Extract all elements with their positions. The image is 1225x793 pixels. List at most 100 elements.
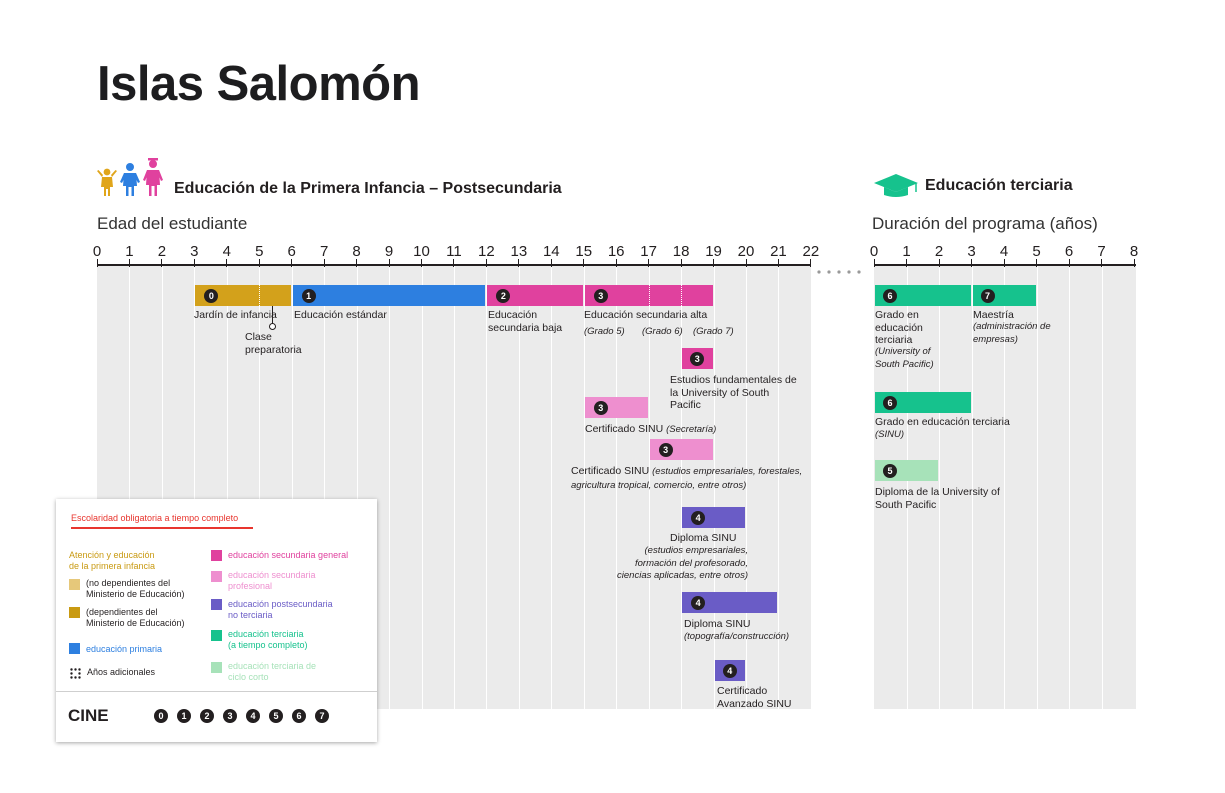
swatch-ecce-moe [69, 607, 80, 618]
legend-compulsory-line [71, 527, 253, 529]
legend-ecce-non-moe-2: Ministerio de Educación) [86, 589, 185, 599]
age-gridline [194, 266, 196, 709]
isced-level-badge: 6 [883, 288, 897, 303]
age-gridline [421, 266, 423, 709]
grade-6: (Grado 6) [642, 326, 683, 337]
duration-tick-mark [1133, 259, 1135, 267]
age-tick-mark [518, 259, 520, 267]
legend-ecce-moe-2: Ministerio de Educación) [86, 618, 185, 628]
cine-level-badge: 7 [315, 709, 329, 723]
note-maestria: (administración de empresas) [973, 321, 1051, 345]
legend-short-1: educación terciaria de [228, 661, 317, 671]
age-tick-mark [550, 259, 552, 267]
duration-tick-label: 3 [967, 243, 976, 260]
legend-ecce-title-2: de la primera infancia [69, 561, 156, 571]
isced-level-badge: 0 [204, 288, 219, 303]
cine-level-badge: 5 [269, 709, 283, 723]
tertiary-bar [875, 285, 971, 306]
duration-axis-line [874, 264, 1136, 266]
clase-connector-dot [269, 323, 276, 330]
duration-tick-label: 7 [1097, 243, 1106, 260]
age-tick-label: 12 [478, 243, 495, 260]
legend-ecce-moe-1: (dependientes del [86, 607, 158, 617]
swatch-general-secondary [211, 550, 222, 561]
legend-vocational-1: educación secundaria [228, 570, 316, 580]
age-tick-label: 11 [446, 243, 462, 260]
isced-level-badge: 4 [722, 663, 737, 678]
age-gridline [389, 266, 391, 709]
cine-level-badge: 3 [223, 709, 237, 723]
swatch-tertiary [211, 630, 222, 641]
legend-post-2: no terciaria [228, 610, 273, 620]
additional-years-marker [681, 285, 683, 306]
duration-tick-mark [1003, 259, 1005, 267]
duration-tick-mark [1101, 259, 1102, 267]
duration-gridline [906, 266, 908, 709]
right-section-heading: Educación terciaria [925, 177, 1073, 194]
age-axis-title: Edad del estudiante [97, 214, 248, 233]
age-tick-label: 22 [802, 243, 820, 260]
additional-years-marker [971, 285, 973, 306]
age-tick-label: 2 [157, 243, 167, 260]
duration-gridline [1036, 266, 1038, 709]
age-tick-mark [453, 259, 455, 267]
cine-level-badge: 4 [246, 709, 260, 723]
tertiary-bar [875, 392, 971, 413]
label-estudios-fundamentales: Estudios fundamentales de la University … [670, 374, 797, 411]
age-tick-mark [777, 259, 779, 267]
label-grado-usp: Grado en educación terciaria [875, 309, 923, 346]
age-gridline [161, 266, 163, 709]
cert-sec-title: Certificado SINU [585, 423, 664, 435]
age-tick-mark [96, 259, 98, 267]
cine-level-badge: 1 [177, 709, 191, 723]
isced-level-badge: 2 [496, 288, 511, 303]
age-tick-mark [356, 259, 358, 267]
cert-sec-note: (Secretaría) [666, 424, 717, 435]
age-tick-label: 0 [92, 243, 102, 260]
duration-tick-label: 5 [1032, 243, 1041, 260]
age-tick-label: 7 [319, 243, 329, 260]
age-tick-mark [258, 259, 260, 267]
note-diploma-sinu-2: (topografía/construcción) [684, 631, 790, 642]
duration-gridline [939, 266, 940, 709]
grade-5: (Grado 5) [584, 326, 625, 337]
additional-years-marker [648, 285, 650, 306]
age-tick-label: 19 [705, 243, 722, 260]
legend-vocational-2: profesional [228, 581, 273, 591]
note-grado-sinu: (SINU) [875, 429, 905, 440]
legend-ecce-moe: (dependientes del Ministerio de Educació… [86, 607, 185, 629]
isced-level-badge: 6 [883, 395, 897, 410]
duration-tick-mark [873, 259, 875, 267]
age-tick-mark [193, 259, 195, 267]
isced-level-badge: 7 [980, 288, 995, 303]
label-certificado-secretaria: Certificado SINU (Secretaría) [585, 423, 716, 437]
legend-ecce-non-moe: (no dependientes del Ministerio de Educa… [86, 578, 185, 600]
age-tick-label: 10 [413, 243, 430, 260]
duration-gridline [1101, 266, 1103, 709]
duration-tick-mark [971, 259, 972, 267]
age-tick-label: 1 [125, 243, 134, 260]
duration-chart-panel [874, 265, 1136, 709]
age-tick-label: 16 [607, 243, 625, 260]
age-tick-mark [161, 259, 163, 267]
cine-level-badge: 2 [200, 709, 214, 723]
age-tick-label: 9 [384, 243, 394, 260]
age-tick-mark [226, 259, 228, 267]
program-bar [292, 285, 486, 306]
duration-gridline [1069, 266, 1070, 709]
age-gridline [356, 266, 358, 709]
age-tick-label: 3 [190, 243, 199, 260]
age-gridline [129, 266, 131, 709]
age-tick-label: 13 [510, 243, 528, 260]
age-gridline [551, 266, 553, 709]
age-tick-mark [713, 259, 715, 267]
age-tick-mark [583, 259, 585, 267]
legend-post-1: educación postsecundaria [228, 599, 333, 609]
isced-level-badge: 3 [690, 351, 705, 366]
legend-divider [56, 691, 377, 692]
age-gridline [778, 266, 780, 709]
age-tick-mark [388, 259, 390, 267]
age-gridline [713, 266, 715, 709]
page-title: Islas Salomón [97, 57, 421, 111]
additional-years-marker [583, 285, 585, 306]
